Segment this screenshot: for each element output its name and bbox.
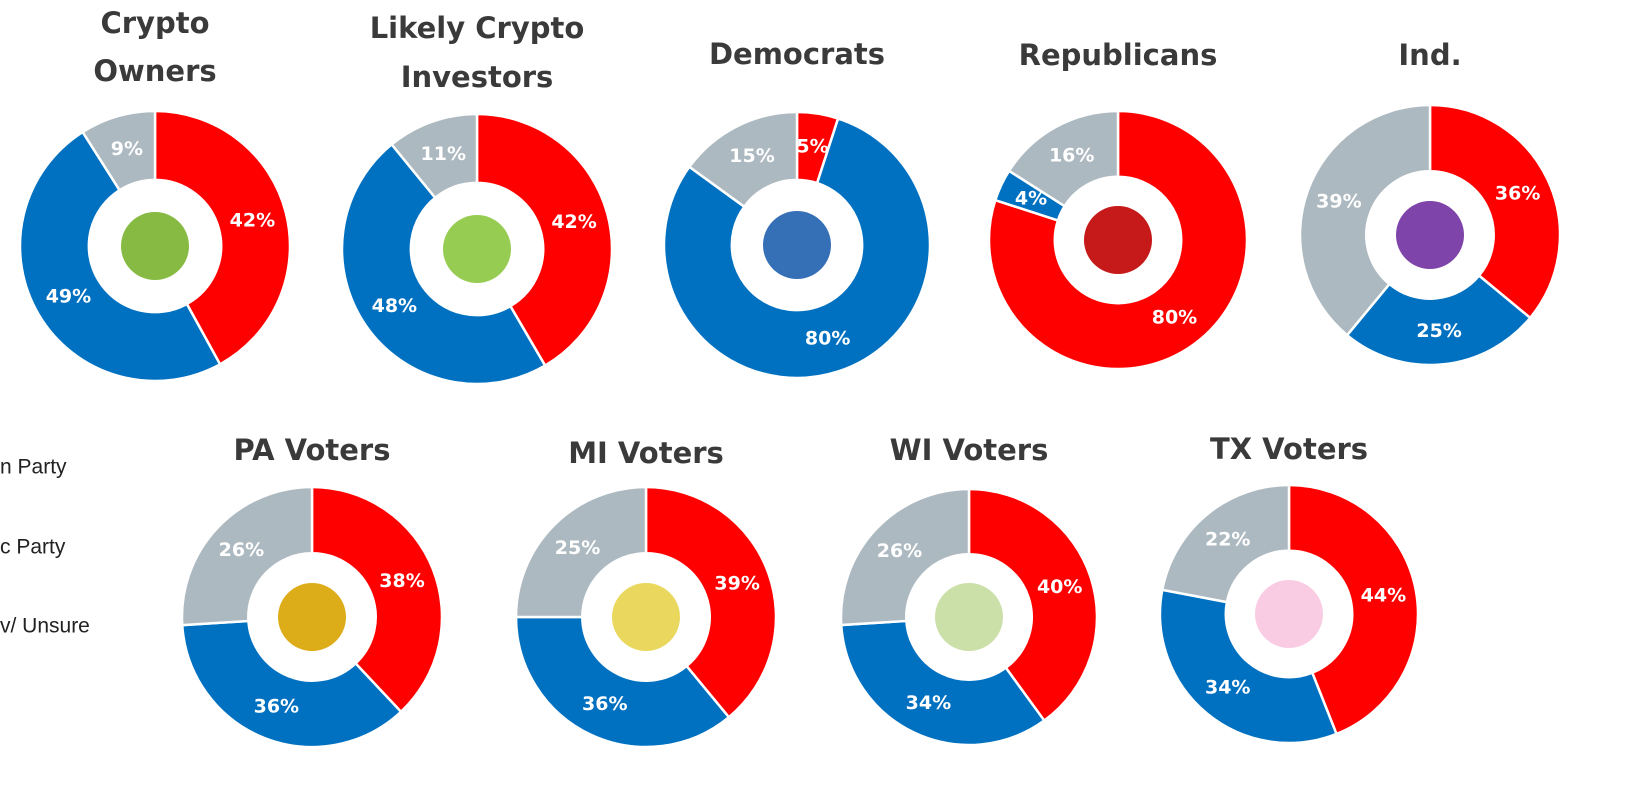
donut-segment [180, 485, 314, 627]
donut-segment [1158, 588, 1339, 745]
chart-title: Crypto [100, 6, 209, 40]
icon [121, 212, 189, 280]
data-label: 39% [714, 573, 759, 595]
donut-segment [967, 487, 1099, 723]
data-label: 26% [877, 540, 922, 562]
data-label: 36% [582, 693, 627, 715]
donut-segment [310, 485, 444, 714]
donut-segment [514, 615, 731, 749]
chart-title: Likely Crypto [370, 11, 585, 45]
donut-segment [475, 112, 614, 368]
donut-segment [1160, 483, 1291, 604]
chart-title: PA Voters [233, 433, 390, 467]
donut-segment [1298, 103, 1432, 337]
donut-segment [1007, 109, 1120, 208]
legend-entry: c Party [0, 536, 66, 559]
donut-segment [340, 142, 547, 386]
data-label: 49% [46, 286, 91, 308]
donut-segment [1345, 273, 1532, 367]
icon [278, 583, 346, 651]
chart-title: Investors [401, 60, 554, 94]
data-label: 16% [1049, 144, 1094, 166]
data-label: 4% [1015, 188, 1047, 210]
chart-title: TX Voters [1210, 432, 1368, 466]
data-label: 36% [1495, 182, 1540, 204]
data-label: 25% [555, 537, 600, 559]
chart-title: Owners [93, 54, 216, 88]
chart-title: Ind. [1398, 38, 1461, 72]
donut-segment [987, 109, 1249, 371]
donut-segment [180, 619, 403, 749]
data-label: 9% [111, 138, 143, 160]
data-label: 11% [421, 143, 466, 165]
icon [935, 583, 1003, 651]
data-label: 44% [1361, 584, 1406, 606]
donut-segment [662, 116, 932, 380]
data-label: 34% [906, 692, 951, 714]
data-label: 40% [1037, 576, 1082, 598]
donut-segment [644, 485, 778, 719]
data-label: 34% [1205, 677, 1250, 699]
donut-segment [839, 487, 971, 627]
data-label: 15% [729, 145, 774, 167]
legend-entry: v/ Unsure [0, 615, 90, 638]
data-label: 48% [372, 295, 417, 317]
donut-segment [687, 110, 799, 209]
chart-title: MI Voters [568, 436, 724, 470]
icon [612, 583, 680, 651]
data-label: 39% [1316, 191, 1361, 213]
donut-segment [839, 619, 1046, 747]
chart-title: Republicans [1019, 38, 1218, 72]
data-label: 22% [1205, 528, 1250, 550]
icon [1396, 201, 1464, 269]
donut-segment [514, 485, 648, 619]
icon [763, 211, 831, 279]
donut-segment [389, 112, 479, 200]
data-label: 26% [219, 539, 264, 561]
chart-title: Democrats [709, 37, 885, 71]
data-label: 25% [1416, 320, 1461, 342]
data-label: 80% [1152, 306, 1197, 328]
donut-segment [18, 130, 222, 383]
data-label: 42% [551, 211, 596, 233]
icon [1084, 206, 1152, 274]
icon [443, 215, 511, 283]
data-label: 36% [254, 696, 299, 718]
data-label: 80% [805, 328, 850, 350]
data-label: 42% [230, 209, 275, 231]
data-label: 38% [379, 570, 424, 592]
donut-segment [153, 109, 292, 367]
icon [1255, 580, 1323, 648]
data-label: 5% [796, 136, 828, 158]
donut-segment [1287, 483, 1420, 736]
legend-entry: n Party [0, 456, 67, 479]
chart-title: WI Voters [890, 433, 1049, 467]
donut-segment [1428, 103, 1562, 320]
donut-segment [80, 109, 157, 192]
